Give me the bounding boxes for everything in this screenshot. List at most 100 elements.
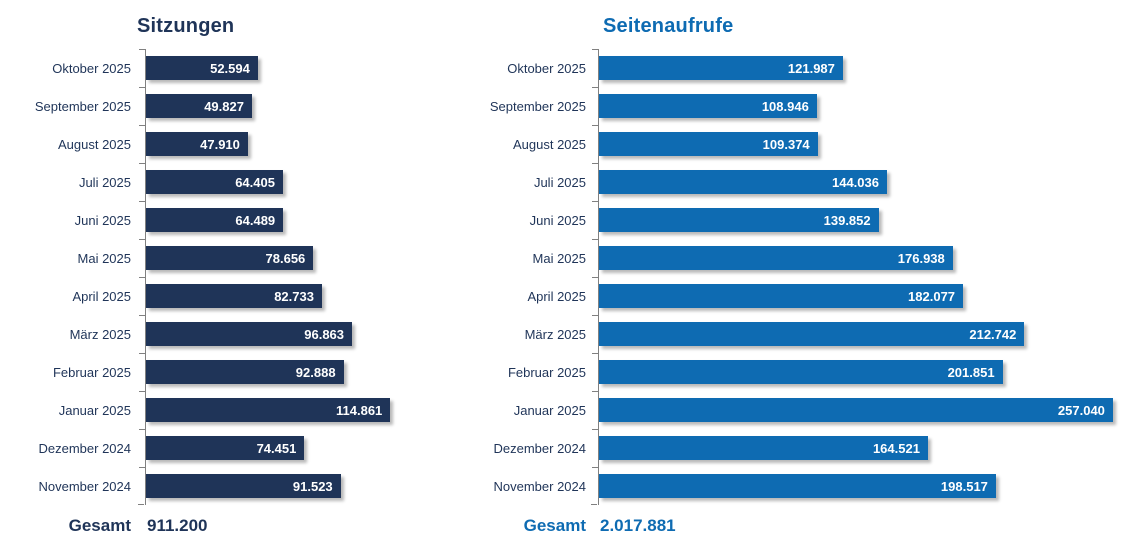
bar-row: Oktober 2025 121.987	[470, 48, 1144, 87]
category-label: Juni 2025	[74, 212, 131, 228]
bar: 47.910	[146, 132, 248, 156]
bar-track: 201.851	[592, 352, 1144, 391]
category-label: April 2025	[72, 288, 131, 304]
bar-value-label: 64.405	[235, 174, 275, 190]
bar-value-label: 164.521	[872, 440, 920, 456]
bar: 121.987	[599, 56, 843, 80]
bar-track: 64.489	[139, 200, 470, 239]
bar-track: 212.742	[592, 314, 1144, 353]
category-label: Januar 2025	[58, 402, 131, 418]
bar: 64.405	[146, 170, 283, 194]
category-label: Dezember 2024	[493, 440, 587, 456]
bar-track: 109.374	[592, 124, 1144, 163]
bar-track: 91.523	[139, 466, 470, 505]
bar-value-label: 52.594	[210, 60, 250, 76]
bar-track: 144.036	[592, 162, 1144, 201]
bar-value-label: 47.910	[200, 136, 240, 152]
chart-sitzungen: Sitzungen Oktober 2025 52.594 September 20…	[0, 12, 470, 549]
bar: 257.040	[599, 398, 1113, 422]
total-row-sitzungen: Gesamt 911.200	[0, 516, 470, 536]
bar: 109.374	[599, 132, 818, 156]
bar-value-label: 121.987	[787, 60, 835, 76]
category-label: Juli 2025	[78, 174, 131, 190]
category-label: September 2025	[34, 98, 131, 114]
category-label: Februar 2025	[507, 364, 586, 380]
plot-area-seitenaufrufe: Oktober 2025 121.987 September 2025 108.946…	[470, 48, 1144, 505]
category-label: November 2024	[493, 478, 587, 494]
total-label: Gesamt	[523, 516, 586, 535]
bar-value-label: 91.523	[292, 478, 333, 494]
bar-value-label: 176.938	[897, 250, 945, 266]
bar-track: 52.594	[139, 48, 470, 87]
bar-value-label: 96.863	[304, 326, 345, 342]
bar: 139.852	[599, 208, 879, 232]
category-label: Mai 2025	[77, 250, 131, 266]
bar: 198.517	[599, 474, 996, 498]
bar-track: 182.077	[592, 276, 1144, 315]
total-value: 911.200	[147, 516, 208, 535]
bar-value-label: 64.489	[235, 212, 276, 228]
bar-row: Januar 2025 114.861	[0, 390, 470, 429]
bar-row: September 2025 49.827	[0, 86, 470, 125]
bar-track: 139.852	[592, 200, 1144, 239]
bar-row: Januar 2025 257.040	[470, 390, 1144, 429]
category-label: Januar 2025	[513, 402, 586, 418]
bar-value-label: 201.851	[947, 364, 995, 380]
bar: 78.656	[146, 246, 314, 270]
bar-value-label: 198.517	[940, 478, 988, 494]
category-label: Mai 2025	[532, 250, 586, 266]
bar-track: 108.946	[592, 86, 1144, 125]
bar: 96.863	[146, 322, 353, 346]
bar-row: Juli 2025 64.405	[0, 162, 470, 201]
bar: 212.742	[599, 322, 1025, 346]
bar-track: 96.863	[139, 314, 470, 353]
bar: 74.451	[146, 436, 305, 460]
bar-row: Mai 2025 176.938	[470, 238, 1144, 277]
bar-value-label: 74.451	[256, 440, 297, 456]
bar-track: 176.938	[592, 238, 1144, 277]
category-label: Juli 2025	[533, 174, 586, 190]
bar: 52.594	[146, 56, 258, 80]
category-label: Februar 2025	[52, 364, 131, 380]
bar-row: Dezember 2024 74.451	[0, 428, 470, 467]
bar-row: November 2024 198.517	[470, 466, 1144, 505]
bar: 108.946	[599, 94, 817, 118]
bar-value-label: 109.374	[762, 136, 810, 152]
total-label: Gesamt	[68, 516, 131, 535]
bar: 64.489	[146, 208, 284, 232]
bar-track: 257.040	[592, 390, 1144, 429]
bar-row: Februar 2025 201.851	[470, 352, 1144, 391]
bar-row: August 2025 47.910	[0, 124, 470, 163]
bar-row: August 2025 109.374	[470, 124, 1144, 163]
total-value: 2.017.881	[600, 516, 676, 535]
category-label: Oktober 2025	[507, 60, 586, 76]
bar-value-label: 257.040	[1057, 402, 1105, 418]
bar-row: März 2025 96.863	[0, 314, 470, 353]
bar-track: 74.451	[139, 428, 470, 467]
chart-seitenaufrufe: Seitenaufrufe Oktober 2025 121.987 Septemb…	[470, 12, 1144, 549]
category-label: August 2025	[512, 136, 586, 152]
bar-value-label: 114.861	[336, 402, 383, 418]
bar-row: März 2025 212.742	[470, 314, 1144, 353]
bar-value-label: 108.946	[761, 98, 809, 114]
bar-track: 49.827	[139, 86, 470, 125]
bar-track: 114.861	[139, 390, 470, 429]
bar-track: 82.733	[139, 276, 470, 315]
bar-track: 198.517	[592, 466, 1144, 505]
bar-track: 121.987	[592, 48, 1144, 87]
chart-title-sitzungen: Sitzungen	[137, 15, 235, 37]
category-label: März 2025	[524, 326, 586, 342]
bar-row: Mai 2025 78.656	[0, 238, 470, 277]
category-label: Oktober 2025	[52, 60, 131, 76]
bar: 164.521	[599, 436, 928, 460]
bar: 49.827	[146, 94, 252, 118]
bar-value-label: 212.742	[969, 326, 1017, 342]
bar-value-label: 78.656	[265, 250, 306, 266]
bar-track: 92.888	[139, 352, 470, 391]
bar-row: April 2025 182.077	[470, 276, 1144, 315]
bar-value-label: 92.888	[295, 364, 336, 380]
bar-track: 164.521	[592, 428, 1144, 467]
chart-title-seitenaufrufe: Seitenaufrufe	[603, 15, 734, 37]
category-label: November 2024	[38, 478, 132, 494]
